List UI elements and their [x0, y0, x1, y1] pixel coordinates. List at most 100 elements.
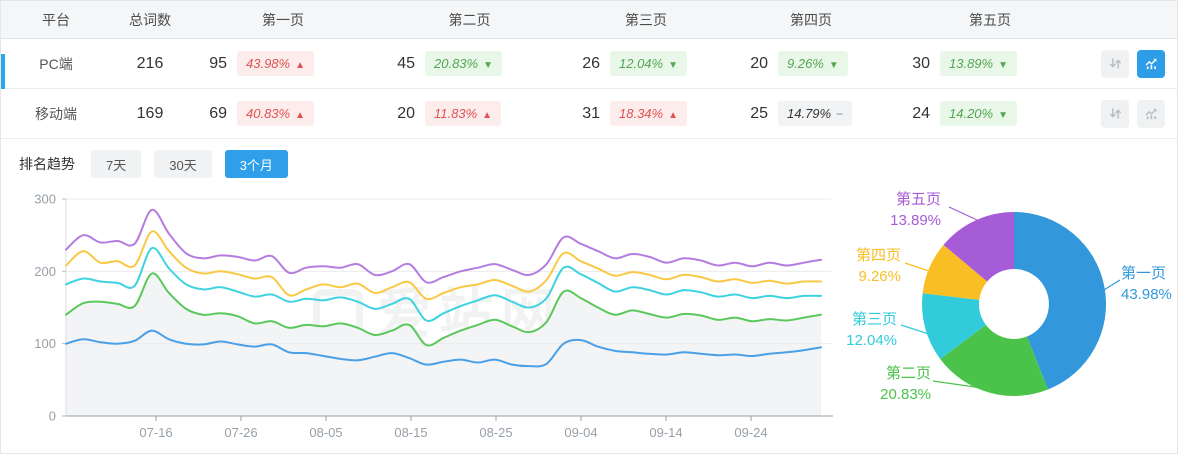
trend-arrow-icon: ▲	[295, 110, 305, 121]
row-actions	[1088, 99, 1177, 128]
trend-line	[65, 246, 822, 322]
line-chart-icon	[1145, 58, 1157, 70]
trend-arrow-icon: ▲	[482, 110, 493, 121]
page-count: 45	[397, 54, 415, 72]
header-page2: 第二页	[448, 11, 491, 28]
trend-line	[65, 208, 822, 284]
platform-cell: PC端	[1, 53, 111, 104]
page4-cell: 20 9.26% ▼	[730, 51, 892, 76]
sort-button[interactable]	[1101, 99, 1129, 128]
page1-cell: 69 40.83% ▲	[189, 101, 377, 126]
pie-label-leader-line	[900, 324, 933, 336]
x-tick-label: 07-26	[224, 425, 257, 440]
page-count: 31	[582, 104, 600, 122]
y-tick-label: 200	[34, 264, 56, 279]
total-words-value: 169	[136, 104, 164, 122]
trend-chart-button[interactable]	[1137, 99, 1165, 128]
page3-cell: 26 12.04% ▼	[562, 51, 730, 76]
trend-line	[65, 329, 822, 368]
page-count: 30	[912, 54, 930, 72]
trend-arrow-icon: ▼	[483, 60, 493, 71]
header-platform: 平台	[42, 11, 70, 28]
page2-cell: 45 20.83% ▼	[377, 51, 562, 76]
total-words-value: 216	[136, 54, 164, 72]
pie-slice	[1014, 212, 1107, 390]
trend-badge: 13.89% ▼	[940, 51, 1017, 76]
page-count: 69	[209, 104, 227, 122]
trend-arrow-icon: ▼	[998, 110, 1008, 121]
trend-arrow-icon: −	[836, 107, 844, 121]
sort-arrows-icon	[1109, 108, 1121, 119]
header-page4: 第四页	[790, 11, 832, 28]
x-tick-label: 08-15	[394, 425, 427, 440]
tab-30-days[interactable]: 30天	[154, 150, 212, 178]
x-tick-label: 09-24	[734, 425, 767, 440]
trend-line	[65, 230, 822, 301]
trend-badge: 12.04% ▼	[610, 51, 687, 76]
rank-table: 平台 总词数 第一页 第二页 第三页 第四页 第五页 PC端 216 95 43…	[1, 1, 1177, 139]
y-tick-label: 300	[34, 192, 56, 207]
table-row-mobile[interactable]: 移动端 169 69 40.83% ▲ 20 11.83% ▲ 31 18.34% ▲…	[1, 89, 1177, 139]
line-chart-icon	[1145, 108, 1157, 120]
y-tick-label: 0	[49, 409, 56, 424]
tab-7-days[interactable]: 7天	[91, 150, 142, 178]
pie-label-leader-line	[948, 206, 978, 221]
pie-slice	[921, 293, 986, 359]
sort-arrows-icon	[1109, 58, 1121, 69]
pie-label-leader-line	[932, 380, 983, 389]
trend-badge: 43.98% ▲	[237, 51, 314, 76]
pie-label-leader-line	[1098, 279, 1121, 294]
page5-cell: 24 14.20% ▼	[892, 101, 1088, 126]
tab-3-months[interactable]: 3个月	[224, 150, 288, 178]
trend-badge: 14.79% −	[778, 101, 853, 126]
page3-cell: 31 18.34% ▲	[562, 101, 730, 126]
x-tick-label: 09-04	[564, 425, 597, 440]
page-count: 26	[582, 54, 600, 72]
selected-row-indicator	[1, 53, 5, 104]
pie-slice	[943, 212, 1014, 282]
x-tick-label: 07-16	[139, 425, 172, 440]
trend-badge: 40.83% ▲	[237, 101, 314, 126]
pie-label-leader-line	[904, 262, 936, 274]
trend-badge: 9.26% ▼	[778, 51, 848, 76]
trend-arrow-icon: ▼	[998, 60, 1008, 71]
trend-arrow-icon: ▼	[668, 60, 678, 71]
pie-slice	[922, 244, 988, 300]
y-tick-label: 100	[34, 336, 56, 351]
trend-toolbar: 排名趋势 7天 30天 3个月	[1, 147, 301, 181]
page4-cell: 25 14.79% −	[730, 101, 892, 126]
trend-badge: 20.83% ▼	[425, 51, 502, 76]
page-distribution-donut-chart	[900, 206, 1121, 397]
trend-title: 排名趋势	[19, 156, 75, 172]
platform-label: PC端	[39, 55, 73, 72]
platform-label: 移动端	[35, 105, 77, 122]
header-page5: 第五页	[969, 11, 1011, 28]
sort-button[interactable]	[1101, 49, 1129, 78]
table-header-row: 平台 总词数 第一页 第二页 第三页 第四页 第五页	[1, 1, 1177, 39]
ranking-trend-line-chart: 0 100 200 300 07-16 07-26 08-05 08-15 08-25 09-04…	[34, 192, 833, 440]
trend-chart-button[interactable]	[1137, 49, 1165, 78]
page2-cell: 20 11.83% ▲	[377, 101, 562, 126]
header-total-words: 总词数	[129, 11, 171, 28]
trend-badge: 18.34% ▲	[610, 101, 687, 126]
page1-cell: 95 43.98% ▲	[189, 51, 377, 76]
page-count: 24	[912, 104, 930, 122]
table-row-pc[interactable]: PC端 216 95 43.98% ▲ 45 20.83% ▼ 26 12.04% ▼…	[1, 39, 1177, 104]
platform-cell: 移动端	[1, 104, 111, 124]
trend-area-fill	[66, 273, 821, 416]
page-count: 20	[750, 54, 768, 72]
x-tick-label: 09-14	[649, 425, 682, 440]
page5-cell: 30 13.89% ▼	[892, 51, 1088, 76]
row-actions	[1088, 49, 1177, 78]
trend-badge: 11.83% ▲	[425, 101, 502, 126]
trend-line	[65, 272, 822, 347]
page-count: 95	[209, 54, 227, 72]
page-count: 25	[750, 104, 768, 122]
header-page3: 第三页	[625, 11, 667, 28]
page-count: 20	[397, 104, 415, 122]
trend-arrow-icon: ▲	[295, 60, 305, 71]
pie-slice	[940, 324, 1048, 397]
trend-badge: 14.20% ▼	[940, 101, 1017, 126]
x-tick-label: 08-25	[479, 425, 512, 440]
